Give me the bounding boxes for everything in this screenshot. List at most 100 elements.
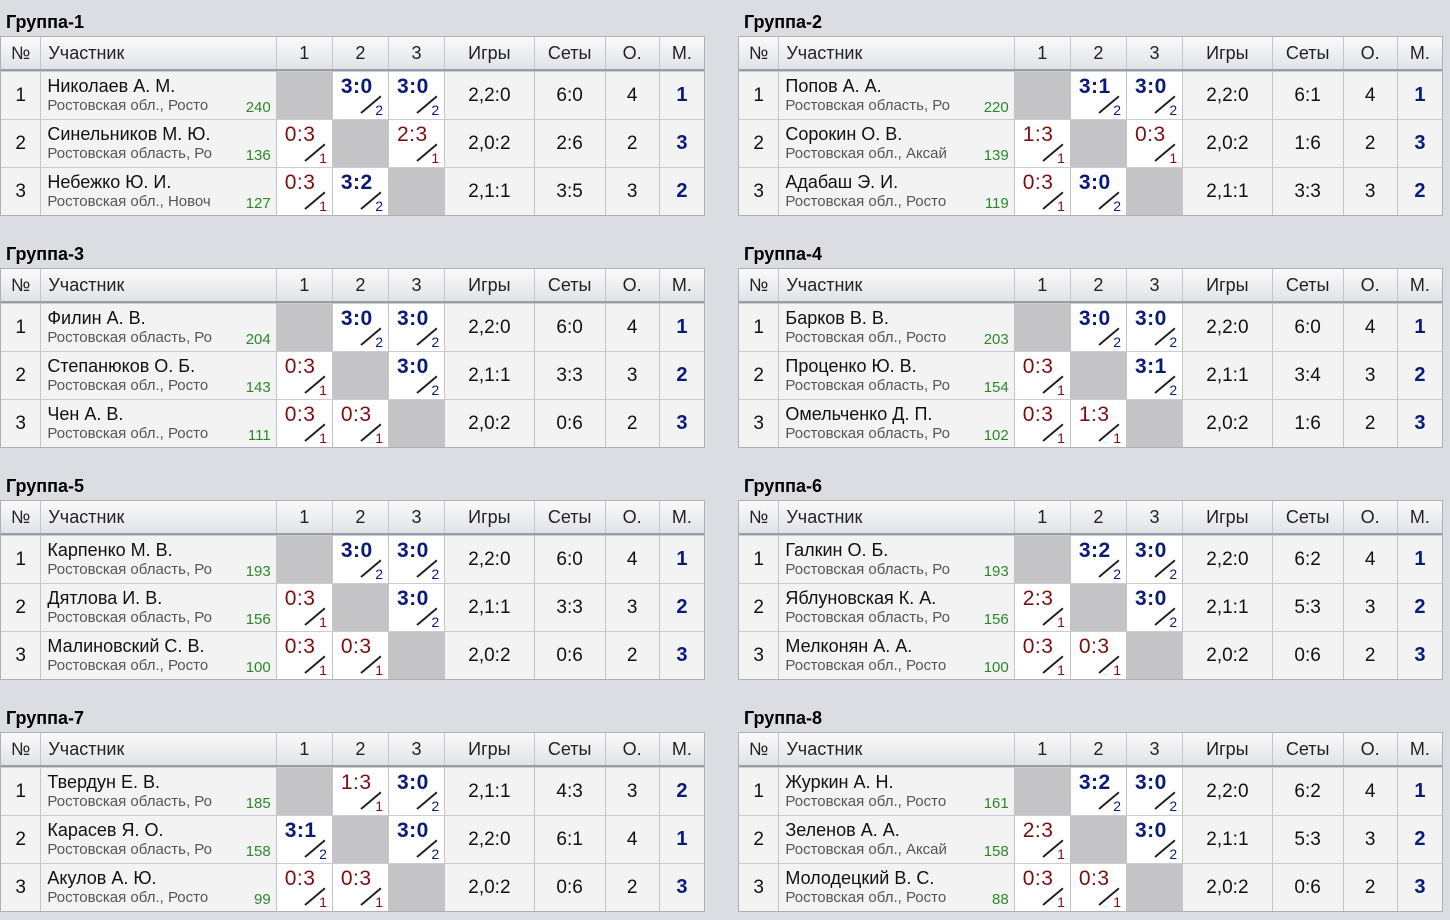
match-result-cell[interactable]: 3:0 2 [1125, 584, 1183, 631]
match-result-cell[interactable]: 0:3 1 [1013, 632, 1070, 679]
header-participant[interactable]: Участник [778, 269, 1013, 301]
table-row[interactable]: 1 Галкин О. Б. Ростовская область, Ро 193 3:… [739, 535, 1442, 583]
header-sets[interactable]: Сеты [533, 37, 605, 69]
match-result-cell[interactable]: 3:2 2 [1069, 536, 1126, 583]
header-place[interactable]: М. [1396, 733, 1442, 765]
header-c1[interactable]: 1 [275, 501, 332, 533]
header-c2[interactable]: 2 [331, 37, 388, 69]
table-row[interactable]: 1 Барков В. В. Ростовская обл., Росто 203 3:… [739, 303, 1442, 351]
header-games[interactable]: Игры [1182, 269, 1272, 301]
header-c2[interactable]: 2 [1069, 269, 1126, 301]
match-result-cell[interactable]: 3:1 2 [275, 816, 332, 863]
header-c1[interactable]: 1 [275, 733, 332, 765]
header-points[interactable]: О. [604, 37, 659, 69]
participant-name[interactable]: Зеленов А. А. [785, 820, 900, 840]
participant-cell[interactable]: Зеленов А. А. Ростовская обл., Аксай 158 [778, 816, 1013, 863]
participant-cell[interactable]: Адабаш Э. И. Ростовская обл., Росто 119 [778, 168, 1013, 215]
participant-name[interactable]: Барков В. В. [785, 308, 889, 328]
table-row[interactable]: 3 Небежко Ю. И. Ростовская обл., Новоч 127 0… [1, 167, 704, 215]
participant-name[interactable]: Омельченко Д. П. [785, 404, 933, 424]
header-c2[interactable]: 2 [331, 269, 388, 301]
header-num[interactable]: № [749, 506, 769, 527]
participant-cell[interactable]: Яблуновская К. А. Ростовская область, Ро 1… [778, 584, 1013, 631]
header-num[interactable]: № [749, 738, 769, 759]
match-result-cell[interactable]: 0:3 1 [1013, 168, 1070, 215]
table-row[interactable]: 2 Синельников М. Ю. Ростовская область, Ро… [1, 119, 704, 167]
participant-name[interactable]: Твердун Е. В. [47, 772, 161, 792]
participant-name[interactable]: Дятлова И. В. [47, 588, 163, 608]
participant-name[interactable]: Небежко Ю. И. [47, 172, 172, 192]
header-participant[interactable]: Участник [40, 501, 275, 533]
header-num[interactable]: № [11, 274, 31, 295]
header-points[interactable]: О. [604, 733, 659, 765]
match-result-cell[interactable]: 2:3 1 [1013, 816, 1070, 863]
participant-cell[interactable]: Акулов А. Ю. Ростовская обл., Росто 99 [40, 864, 275, 911]
header-points[interactable]: О. [604, 269, 659, 301]
participant-name[interactable]: Журкин А. Н. [785, 772, 894, 792]
match-result-cell[interactable]: 3:0 2 [1069, 168, 1126, 215]
participant-cell[interactable]: Галкин О. Б. Ростовская область, Ро 193 [778, 536, 1013, 583]
participant-name[interactable]: Филин А. В. [47, 308, 146, 328]
match-result-cell[interactable]: 0:3 1 [331, 864, 388, 911]
header-points[interactable]: О. [1342, 501, 1397, 533]
participant-cell[interactable]: Небежко Ю. И. Ростовская обл., Новоч 127 [40, 168, 275, 215]
table-row[interactable]: 1 Николаев А. М. Ростовская обл., Росто 240… [1, 71, 704, 119]
participant-name[interactable]: Молодецкий В. С. [785, 868, 935, 888]
match-result-cell[interactable]: 3:2 2 [1069, 768, 1126, 815]
table-row[interactable]: 2 Степанюков О. Б. Ростовская обл., Росто 1… [1, 351, 704, 399]
header-participant[interactable]: Участник [778, 501, 1013, 533]
match-result-cell[interactable]: 0:3 1 [275, 168, 332, 215]
participant-name[interactable]: Сорокин О. В. [785, 124, 903, 144]
header-c3[interactable]: 3 [1125, 733, 1182, 765]
match-result-cell[interactable]: 2:3 1 [1013, 584, 1070, 631]
header-sets[interactable]: Сеты [533, 733, 605, 765]
table-row[interactable]: 2 Зеленов А. А. Ростовская обл., Аксай 158 2… [739, 815, 1442, 863]
match-result-cell[interactable]: 3:0 2 [387, 816, 445, 863]
header-games[interactable]: Игры [1182, 501, 1272, 533]
header-c3[interactable]: 3 [387, 269, 444, 301]
match-result-cell[interactable]: 0:3 1 [1069, 632, 1126, 679]
match-result-cell[interactable]: 0:3 1 [275, 864, 332, 911]
match-result-cell[interactable]: 3:0 2 [387, 72, 445, 119]
participant-cell[interactable]: Синельников М. Ю. Ростовская область, Ро 1… [40, 120, 275, 167]
header-c2[interactable]: 2 [1069, 501, 1126, 533]
match-result-cell[interactable]: 3:2 2 [331, 168, 388, 215]
table-row[interactable]: 1 Карпенко М. В. Ростовская область, Ро 193… [1, 535, 704, 583]
table-row[interactable]: 1 Попов А. А. Ростовская область, Ро 220 3:1… [739, 71, 1442, 119]
match-result-cell[interactable]: 3:0 2 [331, 72, 388, 119]
header-games[interactable]: Игры [444, 501, 534, 533]
header-sets[interactable]: Сеты [1271, 37, 1343, 69]
match-result-cell[interactable]: 0:3 1 [275, 584, 332, 631]
participant-name[interactable]: Акулов А. Ю. [47, 868, 157, 888]
header-num[interactable]: № [749, 274, 769, 295]
match-result-cell[interactable]: 1:3 1 [1013, 120, 1070, 167]
table-row[interactable]: 2 Дятлова И. В. Ростовская область, Ро 156 0… [1, 583, 704, 631]
header-sets[interactable]: Сеты [1271, 733, 1343, 765]
participant-name[interactable]: Проценко Ю. В. [785, 356, 917, 376]
participant-cell[interactable]: Сорокин О. В. Ростовская обл., Аксай 139 [778, 120, 1013, 167]
participant-name[interactable]: Адабаш Э. И. [785, 172, 899, 192]
header-place[interactable]: М. [1396, 269, 1442, 301]
match-result-cell[interactable]: 3:0 2 [331, 536, 388, 583]
header-c3[interactable]: 3 [1125, 37, 1182, 69]
match-result-cell[interactable]: 3:1 2 [1125, 352, 1183, 399]
participant-cell[interactable]: Филин А. В. Ростовская область, Ро 204 [40, 304, 275, 351]
table-row[interactable]: 3 Омельченко Д. П. Ростовская область, Ро 1… [739, 399, 1442, 447]
header-num[interactable]: № [11, 738, 31, 759]
header-place[interactable]: М. [658, 269, 704, 301]
header-c1[interactable]: 1 [1013, 733, 1070, 765]
header-points[interactable]: О. [1342, 269, 1397, 301]
match-result-cell[interactable]: 3:0 2 [387, 768, 445, 815]
match-result-cell[interactable]: 3:0 2 [387, 584, 445, 631]
header-c2[interactable]: 2 [1069, 37, 1126, 69]
table-row[interactable]: 2 Сорокин О. В. Ростовская обл., Аксай 139 1… [739, 119, 1442, 167]
participant-cell[interactable]: Барков В. В. Ростовская обл., Росто 203 [778, 304, 1013, 351]
table-row[interactable]: 1 Журкин А. Н. Ростовская обл., Росто 161 3:… [739, 767, 1442, 815]
match-result-cell[interactable]: 3:0 2 [387, 352, 445, 399]
participant-name[interactable]: Мелконян А. А. [785, 636, 913, 656]
match-result-cell[interactable]: 3:0 2 [1125, 768, 1183, 815]
header-games[interactable]: Игры [444, 269, 534, 301]
header-points[interactable]: О. [1342, 37, 1397, 69]
match-result-cell[interactable]: 0:3 1 [1125, 120, 1183, 167]
match-result-cell[interactable]: 1:3 1 [331, 768, 388, 815]
